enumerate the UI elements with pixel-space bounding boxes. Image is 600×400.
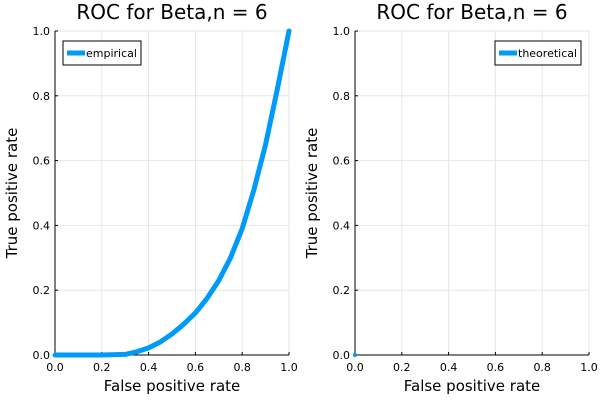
x-tick-label: 0.6 [187, 361, 205, 374]
y-tick-label: 0.6 [333, 155, 351, 168]
chart-title: ROC for Beta,n = 6 [76, 0, 267, 24]
y-tick-label: 0.6 [33, 155, 51, 168]
y-tick-label: 0.0 [333, 349, 351, 362]
legend-label: theoretical [518, 47, 577, 60]
x-axis-label: False positive rate [404, 377, 541, 395]
x-tick-label: 0.8 [233, 361, 251, 374]
y-tick-label: 0.4 [333, 219, 351, 232]
series-point-theoretical [353, 353, 357, 357]
x-tick-label: 0.0 [346, 361, 364, 374]
x-tick-label: 0.8 [533, 361, 551, 374]
y-tick-label: 0.2 [33, 284, 51, 297]
chart-panel-2: 0.0 0.2 0.4 0.6 0.8 1.0 0.0 0.2 0.4 0.6 0.8 1.0 ROC … [303, 0, 598, 395]
legend: empirical [62, 40, 142, 66]
legend-box [494, 40, 582, 66]
y-tick-label: 0.2 [333, 284, 351, 297]
y-tick-label: 1.0 [333, 25, 351, 38]
chart-title: ROC for Beta,n = 6 [376, 0, 567, 24]
chart-panel-1: 0.0 0.2 0.4 0.6 0.8 1.0 0.0 0.2 0.4 0.6 0.8 1.0 ROC … [3, 0, 298, 395]
y-tick-label: 0.8 [33, 90, 51, 103]
y-tick-label: 0.0 [33, 349, 51, 362]
y-axis-label: True positive rate [303, 128, 321, 260]
y-tick-label: 0.8 [333, 90, 351, 103]
x-tick-label: 0.0 [46, 361, 64, 374]
y-tick-label: 1.0 [33, 25, 51, 38]
legend-label: empirical [86, 47, 137, 60]
y-tick-label: 0.4 [33, 219, 51, 232]
x-axis-label: False positive rate [104, 377, 241, 395]
y-axis-label: True positive rate [3, 128, 21, 260]
x-tick-label: 0.4 [440, 361, 458, 374]
series-line-empirical [52, 28, 292, 358]
x-tick-label: 1.0 [580, 361, 598, 374]
x-tick-label: 0.2 [93, 361, 111, 374]
x-tick-label: 0.6 [487, 361, 505, 374]
x-tick-label: 1.0 [280, 361, 298, 374]
legend: theoretical [494, 40, 582, 66]
x-tick-label: 0.4 [140, 361, 158, 374]
x-tick-label: 0.2 [393, 361, 411, 374]
